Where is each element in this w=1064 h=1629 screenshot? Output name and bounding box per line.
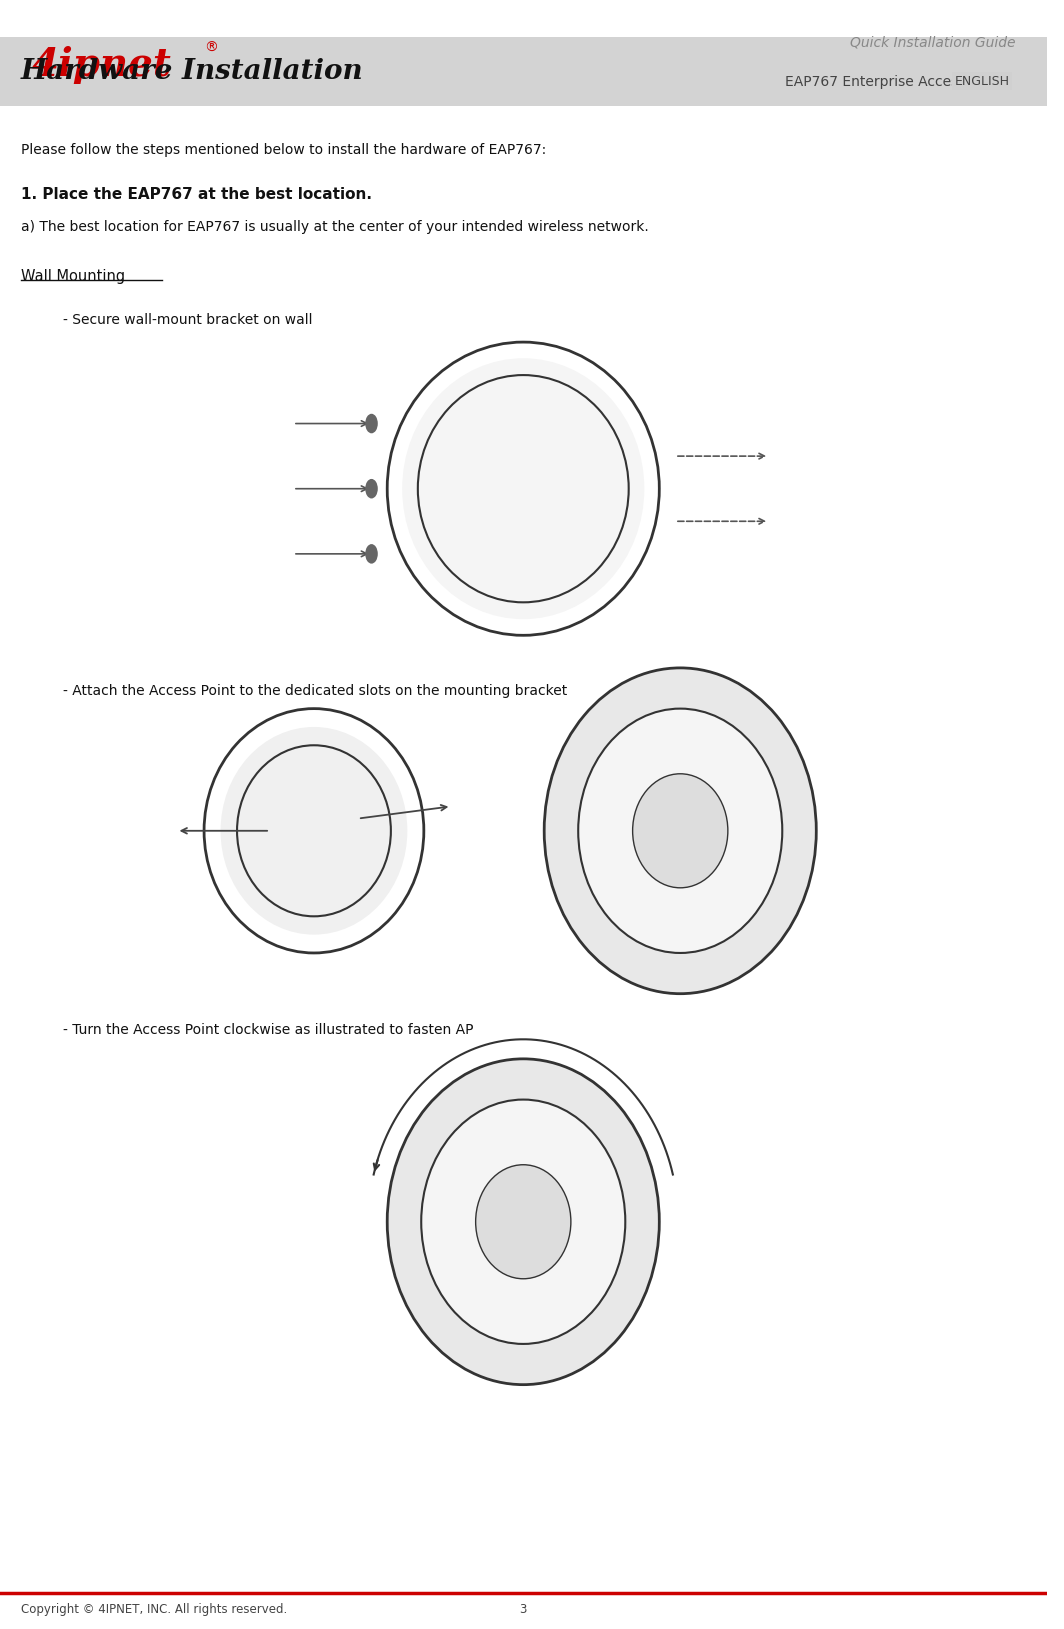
- Ellipse shape: [402, 358, 645, 619]
- Text: Hardware Installation: Hardware Installation: [21, 59, 364, 85]
- Circle shape: [365, 414, 378, 433]
- Circle shape: [365, 544, 378, 564]
- Text: Please follow the steps mentioned below to install the hardware of EAP767:: Please follow the steps mentioned below …: [21, 143, 546, 158]
- Text: ®: ®: [204, 41, 218, 55]
- Ellipse shape: [220, 727, 408, 935]
- Text: ENGLISH: ENGLISH: [954, 75, 1010, 88]
- Ellipse shape: [633, 774, 728, 888]
- Ellipse shape: [387, 1059, 660, 1385]
- Text: - Attach the Access Point to the dedicated slots on the mounting bracket: - Attach the Access Point to the dedicat…: [63, 684, 567, 699]
- Ellipse shape: [578, 709, 782, 953]
- Text: - Secure wall-mount bracket on wall: - Secure wall-mount bracket on wall: [63, 313, 313, 327]
- FancyBboxPatch shape: [0, 37, 1047, 106]
- Text: Copyright © 4IPNET, INC. All rights reserved.: Copyright © 4IPNET, INC. All rights rese…: [21, 1603, 287, 1616]
- Text: a) The best location for EAP767 is usually at the center of your intended wirele: a) The best location for EAP767 is usual…: [21, 220, 649, 235]
- Ellipse shape: [476, 1165, 571, 1279]
- Circle shape: [365, 479, 378, 498]
- Text: 3: 3: [519, 1603, 527, 1616]
- Text: Quick Installation Guide: Quick Installation Guide: [850, 36, 1015, 50]
- Ellipse shape: [544, 668, 816, 994]
- Text: Wall Mounting: Wall Mounting: [21, 269, 126, 283]
- Ellipse shape: [421, 1100, 626, 1344]
- Text: 4ipnet: 4ipnet: [32, 46, 171, 83]
- Text: - Turn the Access Point clockwise as illustrated to fasten AP: - Turn the Access Point clockwise as ill…: [63, 1023, 473, 1038]
- Text: EAP767 Enterprise Access Point: EAP767 Enterprise Access Point: [785, 75, 1009, 90]
- Text: 1. Place the EAP767 at the best location.: 1. Place the EAP767 at the best location…: [21, 187, 372, 202]
